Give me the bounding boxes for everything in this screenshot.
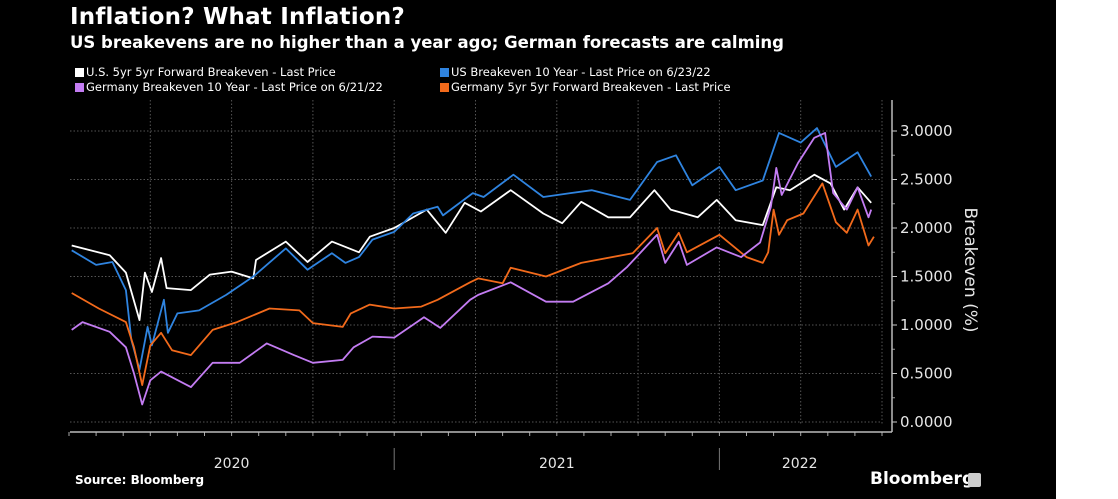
legend-item-germany-10y: Germany Breakeven 10 Year - Last Price o… [75, 80, 383, 94]
y-tick-label: 2.0000 [900, 219, 953, 237]
legend-swatch [75, 67, 84, 77]
y-tick-label: 0.5000 [900, 365, 953, 383]
series-line-2 [71, 132, 873, 406]
y-tick-label: 2.5000 [900, 171, 953, 189]
y-axis-label: Breakeven (%) [960, 208, 980, 333]
year-label: 2021 [539, 456, 575, 472]
bloomberg-chart-icon [968, 473, 981, 487]
series-line-3 [71, 182, 875, 386]
legend-label: Germany Breakeven 10 Year - Last Price o… [86, 80, 383, 94]
chart-background [0, 0, 1056, 499]
year-label: 2020 [214, 456, 250, 472]
series-line-1 [71, 127, 872, 371]
y-tick-label: 1.0000 [900, 316, 953, 334]
series-line-0 [71, 173, 872, 321]
legend-swatch [440, 67, 449, 77]
legend-item-germany-5y5y: Germany 5yr 5yr Forward Breakeven - Last… [440, 80, 731, 94]
y-tick-label: 3.0000 [900, 122, 953, 140]
legend-label: Germany 5yr 5yr Forward Breakeven - Last… [451, 80, 731, 94]
source-note: Source: Bloomberg [75, 473, 205, 487]
y-tick-label: 0.0000 [900, 413, 953, 431]
legend-swatch [440, 82, 449, 92]
legend-item-us-10y: US Breakeven 10 Year - Last Price on 6/2… [440, 65, 711, 79]
bloomberg-logo: Bloomberg [870, 469, 975, 489]
legend-label: U.S. 5yr 5yr Forward Breakeven - Last Pr… [86, 65, 336, 79]
legend-item-us-5y5y: U.S. 5yr 5yr Forward Breakeven - Last Pr… [75, 65, 336, 79]
chart-title: Inflation? What Inflation? [70, 4, 405, 30]
year-label: 2022 [782, 456, 818, 472]
y-tick-label: 1.5000 [900, 268, 953, 286]
legend-swatch [75, 82, 84, 92]
plot-area: 0.0000 0.5000 1.0000 1.5000 2.0000 2.5000 3.00… [68, 100, 980, 472]
legend-label: US Breakeven 10 Year - Last Price on 6/2… [451, 65, 711, 79]
chart-subtitle: US breakevens are no higher than a year … [70, 33, 784, 52]
